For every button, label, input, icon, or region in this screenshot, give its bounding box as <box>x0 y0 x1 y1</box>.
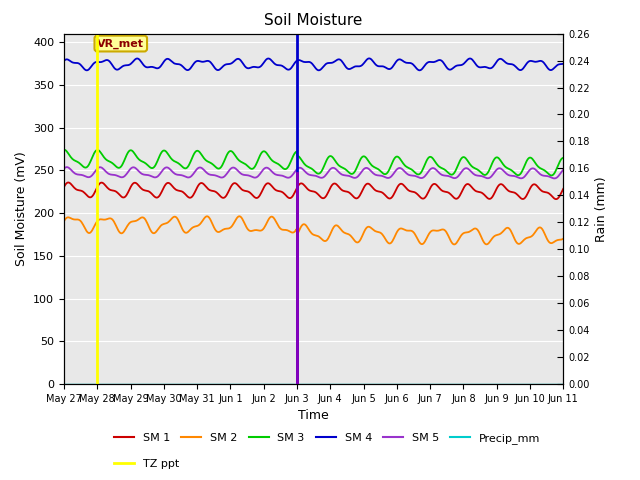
SM 4 <box>286 66 294 72</box>
SM 1 <box>60 184 68 190</box>
SM 3 <box>548 173 556 179</box>
SM 5 <box>550 176 558 181</box>
SM 2 <box>355 239 363 244</box>
Line: SM 2: SM 2 <box>64 216 563 244</box>
SM 2 <box>60 218 68 224</box>
SM 2 <box>559 236 567 241</box>
SM 1 <box>394 183 402 189</box>
SM 2 <box>394 227 402 233</box>
SM 2 <box>287 229 294 235</box>
SM 4 <box>355 63 362 69</box>
SM 2 <box>148 230 156 236</box>
SM 1 <box>189 192 197 198</box>
SM 5 <box>149 174 157 180</box>
SM 3 <box>148 165 156 171</box>
Y-axis label: Rain (mm): Rain (mm) <box>595 176 608 241</box>
SM 2 <box>450 241 458 247</box>
SM 3 <box>286 161 294 167</box>
Precip_mm <box>60 381 68 387</box>
SM 5 <box>394 166 402 171</box>
Precip_mm <box>436 381 444 387</box>
SM 4 <box>394 57 402 62</box>
SM 4 <box>189 63 196 69</box>
Precip_mm <box>394 381 401 387</box>
SM 1 <box>65 180 72 185</box>
SM 5 <box>60 166 68 171</box>
SM 4 <box>559 61 567 67</box>
Y-axis label: Soil Moisture (mV): Soil Moisture (mV) <box>15 151 28 266</box>
SM 3 <box>355 161 362 167</box>
SM 4 <box>416 67 424 73</box>
SM 4 <box>365 56 373 61</box>
SM 1 <box>552 196 559 202</box>
SM 1 <box>287 195 294 201</box>
X-axis label: Time: Time <box>298 409 329 422</box>
SM 5 <box>287 174 294 180</box>
SM 1 <box>559 186 567 192</box>
SM 3 <box>559 155 567 161</box>
Line: SM 4: SM 4 <box>64 59 563 70</box>
SM 5 <box>559 167 567 173</box>
SM 2 <box>189 225 196 231</box>
Legend: TZ ppt: TZ ppt <box>109 454 184 473</box>
SM 4 <box>148 64 156 70</box>
Precip_mm <box>286 381 294 387</box>
SM 5 <box>189 171 197 177</box>
SM 2 <box>235 214 243 219</box>
SM 4 <box>438 58 445 63</box>
SM 2 <box>437 227 445 233</box>
Line: SM 1: SM 1 <box>64 182 563 199</box>
SM 5 <box>355 172 363 178</box>
Precip_mm <box>355 381 362 387</box>
Title: Soil Moisture: Soil Moisture <box>264 13 363 28</box>
SM 3 <box>394 154 401 159</box>
Precip_mm <box>189 381 196 387</box>
Precip_mm <box>148 381 156 387</box>
SM 3 <box>189 155 196 160</box>
Precip_mm <box>559 381 567 387</box>
Text: VR_met: VR_met <box>97 38 144 48</box>
SM 5 <box>63 164 70 170</box>
SM 1 <box>149 192 157 198</box>
SM 5 <box>437 171 445 177</box>
SM 4 <box>60 58 68 64</box>
SM 3 <box>436 164 444 170</box>
Line: SM 5: SM 5 <box>64 167 563 179</box>
Line: SM 3: SM 3 <box>64 150 563 176</box>
SM 1 <box>437 187 445 192</box>
SM 3 <box>60 147 68 153</box>
SM 1 <box>355 194 363 200</box>
